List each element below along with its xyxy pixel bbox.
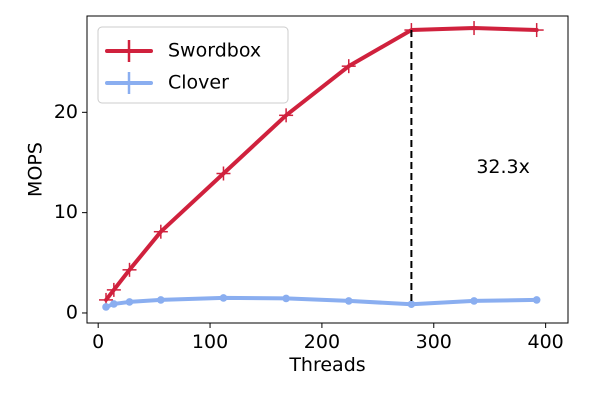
- legend: Swordbox Clover: [97, 26, 289, 104]
- clover-point: [102, 303, 110, 311]
- swordbox-point: [106, 282, 121, 297]
- swordbox-point: [529, 23, 544, 38]
- x-tick-label: 100: [192, 331, 228, 353]
- y-axis-label: MOPS: [25, 142, 47, 197]
- legend-label-swordbox: Swordbox: [168, 40, 261, 62]
- x-tick-label: 400: [527, 331, 563, 353]
- axes: 0 100 200 300 400 0 10 20 Threads MOPS: [25, 15, 569, 376]
- clover-point: [532, 296, 541, 304]
- y-tick-label: 20: [54, 101, 78, 123]
- clover-point: [282, 294, 290, 303]
- clover-point: [470, 297, 478, 305]
- swordbox-point: [122, 262, 137, 277]
- clover-point: [344, 297, 353, 305]
- swordbox-point: [467, 21, 482, 36]
- clover-point: [157, 296, 165, 304]
- clover-point: [110, 300, 118, 308]
- legend-item-swordbox: Swordbox: [105, 40, 261, 62]
- clover-point: [219, 294, 228, 302]
- speedup-annotation: 32.3x: [476, 156, 530, 178]
- x-tick-label: 200: [304, 331, 340, 353]
- x-axis-label: Threads: [288, 354, 365, 376]
- swordbox-point: [153, 224, 168, 239]
- legend-item-clover: Clover: [105, 72, 229, 94]
- x-tick-label: 0: [92, 331, 104, 353]
- y-tick-label: 10: [54, 201, 78, 223]
- y-tick-label: 0: [66, 301, 78, 323]
- series-line-swordbox: [104, 26, 539, 302]
- swordbox-point: [279, 108, 294, 123]
- series-line-clover: [104, 295, 539, 309]
- swordbox-point: [341, 59, 356, 74]
- plot-area: 32.3x: [99, 21, 544, 311]
- legend-label-clover: Clover: [168, 72, 229, 94]
- plot-frame: [86, 15, 569, 324]
- clover-point: [125, 298, 134, 306]
- x-tick-label: 300: [416, 331, 452, 353]
- clover-point: [407, 300, 416, 309]
- swordbox-point: [216, 166, 231, 181]
